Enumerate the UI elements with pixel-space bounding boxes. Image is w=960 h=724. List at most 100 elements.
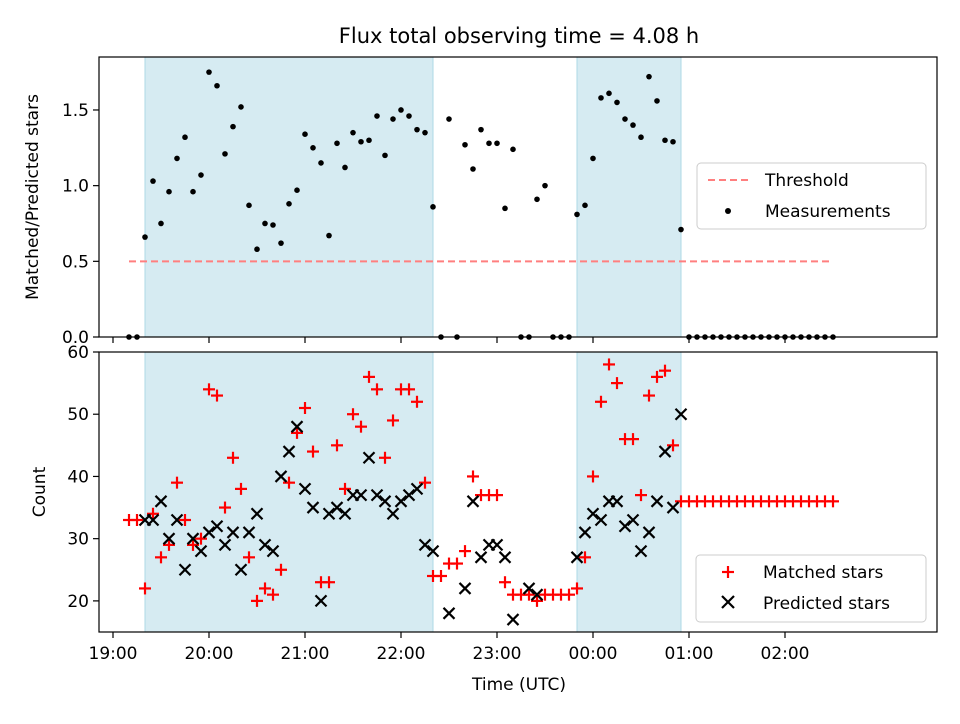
bottom-shaded-region-1 xyxy=(144,351,434,633)
bottom-x-tick-label: 19:00 xyxy=(89,644,138,664)
matched-star-point xyxy=(435,570,447,582)
matched-star-point xyxy=(627,433,639,446)
predicted-star-point xyxy=(506,613,520,626)
measurement-point xyxy=(422,129,428,136)
measurement-point xyxy=(334,140,340,147)
predicted-star-point xyxy=(170,513,184,527)
predicted-star-point xyxy=(162,532,176,545)
top-y-tick-label: 0.5 xyxy=(62,252,89,272)
measurement-point xyxy=(166,188,172,195)
matched-star-point xyxy=(603,358,615,371)
matched-star-point xyxy=(291,426,303,439)
matched-star-point xyxy=(611,377,623,390)
predicted-star-point xyxy=(266,544,280,558)
matched-star-point xyxy=(491,489,503,502)
matched-star-point xyxy=(275,563,287,576)
top-plot-frame xyxy=(98,56,938,338)
measurement-point xyxy=(214,82,220,89)
matched-star-point xyxy=(563,588,575,601)
matched-star-point xyxy=(259,582,271,595)
bottom-data-marks xyxy=(123,358,839,626)
matched-star-point xyxy=(299,402,311,414)
measurement-point xyxy=(374,113,380,119)
bottom-y-tick-label: 20 xyxy=(67,592,89,612)
matched-star-point xyxy=(155,551,167,564)
matched-star-point xyxy=(307,445,319,458)
measurement-point xyxy=(510,146,516,153)
measurement-point xyxy=(254,246,260,253)
measurement-point xyxy=(262,220,268,227)
predicted-star-point xyxy=(490,538,504,552)
predicted-star-point xyxy=(258,538,272,552)
matched-star-point xyxy=(587,470,599,483)
predicted-star-point xyxy=(386,507,400,521)
measurement-point xyxy=(278,240,284,246)
top-x-ticks xyxy=(112,337,786,343)
predicted-star-point xyxy=(210,519,224,533)
predicted-star-point xyxy=(666,501,680,514)
top-y-tick-label: 1.0 xyxy=(62,177,89,197)
matched-star-point xyxy=(531,594,543,607)
bottom-y-tick-label: 40 xyxy=(67,467,89,487)
measurement-point xyxy=(174,155,180,162)
predicted-star-point xyxy=(610,495,624,508)
measurement-point xyxy=(534,196,540,203)
predicted-star-point xyxy=(322,507,336,521)
bottom-y-ticks: 20 30 40 50 60 xyxy=(67,343,99,612)
matched-star-point xyxy=(419,476,431,489)
legend-threshold-label: Threshold xyxy=(764,171,849,191)
measurement-point xyxy=(206,69,212,75)
measurement-point xyxy=(142,234,148,240)
matched-star-point xyxy=(595,395,607,408)
bottom-legend-box xyxy=(695,554,927,623)
matched-star-point xyxy=(667,439,679,452)
predicted-star-point xyxy=(650,495,664,508)
measurement-point xyxy=(542,182,548,189)
measurement-point xyxy=(326,232,332,239)
predicted-star-point xyxy=(402,488,416,502)
measurement-point xyxy=(486,140,492,147)
measurement-point xyxy=(182,134,188,141)
measurement-point xyxy=(582,202,588,209)
chart-title: Flux total observing time = 4.08 h xyxy=(339,24,699,48)
measurement-point xyxy=(670,138,676,145)
predicted-star-point xyxy=(634,544,648,558)
matched-star-point xyxy=(179,514,191,526)
matched-star-point xyxy=(827,495,839,508)
matched-star-point xyxy=(523,588,535,601)
measurement-point xyxy=(446,116,452,122)
predicted-star-point xyxy=(530,588,544,601)
matched-star-point xyxy=(459,545,471,558)
legend-matched-label: Matched stars xyxy=(763,563,883,583)
predicted-star-point xyxy=(194,544,208,558)
measurement-point xyxy=(246,202,252,209)
matched-star-point xyxy=(171,476,183,489)
measurement-point xyxy=(678,226,684,233)
top-legend-box xyxy=(696,162,927,230)
measurement-point xyxy=(366,137,372,144)
measurement-point xyxy=(302,131,308,137)
measurement-point xyxy=(286,201,292,207)
measurement-point xyxy=(430,204,436,210)
measurement-point xyxy=(638,134,644,141)
predicted-star-point xyxy=(626,513,640,527)
matched-star-point xyxy=(363,370,375,383)
matched-star-point xyxy=(347,408,359,421)
matched-star-point xyxy=(139,582,151,595)
predicted-star-point xyxy=(242,526,256,539)
predicted-star-point xyxy=(370,488,384,502)
bottom-legend: Matched stars Predicted stars xyxy=(695,554,927,623)
bottom-x-tick-label: 23:00 xyxy=(473,644,522,664)
bottom-x-ticks: 19:00 20:00 21:00 22:00 23:00 00:00 01:00 02:00 xyxy=(89,632,810,664)
predicted-star-point xyxy=(178,563,192,577)
measurement-point xyxy=(310,145,316,151)
matched-star-point xyxy=(339,482,351,495)
bottom-y-tick-label: 30 xyxy=(67,530,89,550)
matched-star-point xyxy=(635,489,647,502)
bottom-x-tick-label: 01:00 xyxy=(665,644,714,664)
predicted-star-point xyxy=(642,526,656,539)
predicted-star-point xyxy=(458,582,472,595)
measurement-point xyxy=(294,187,300,193)
